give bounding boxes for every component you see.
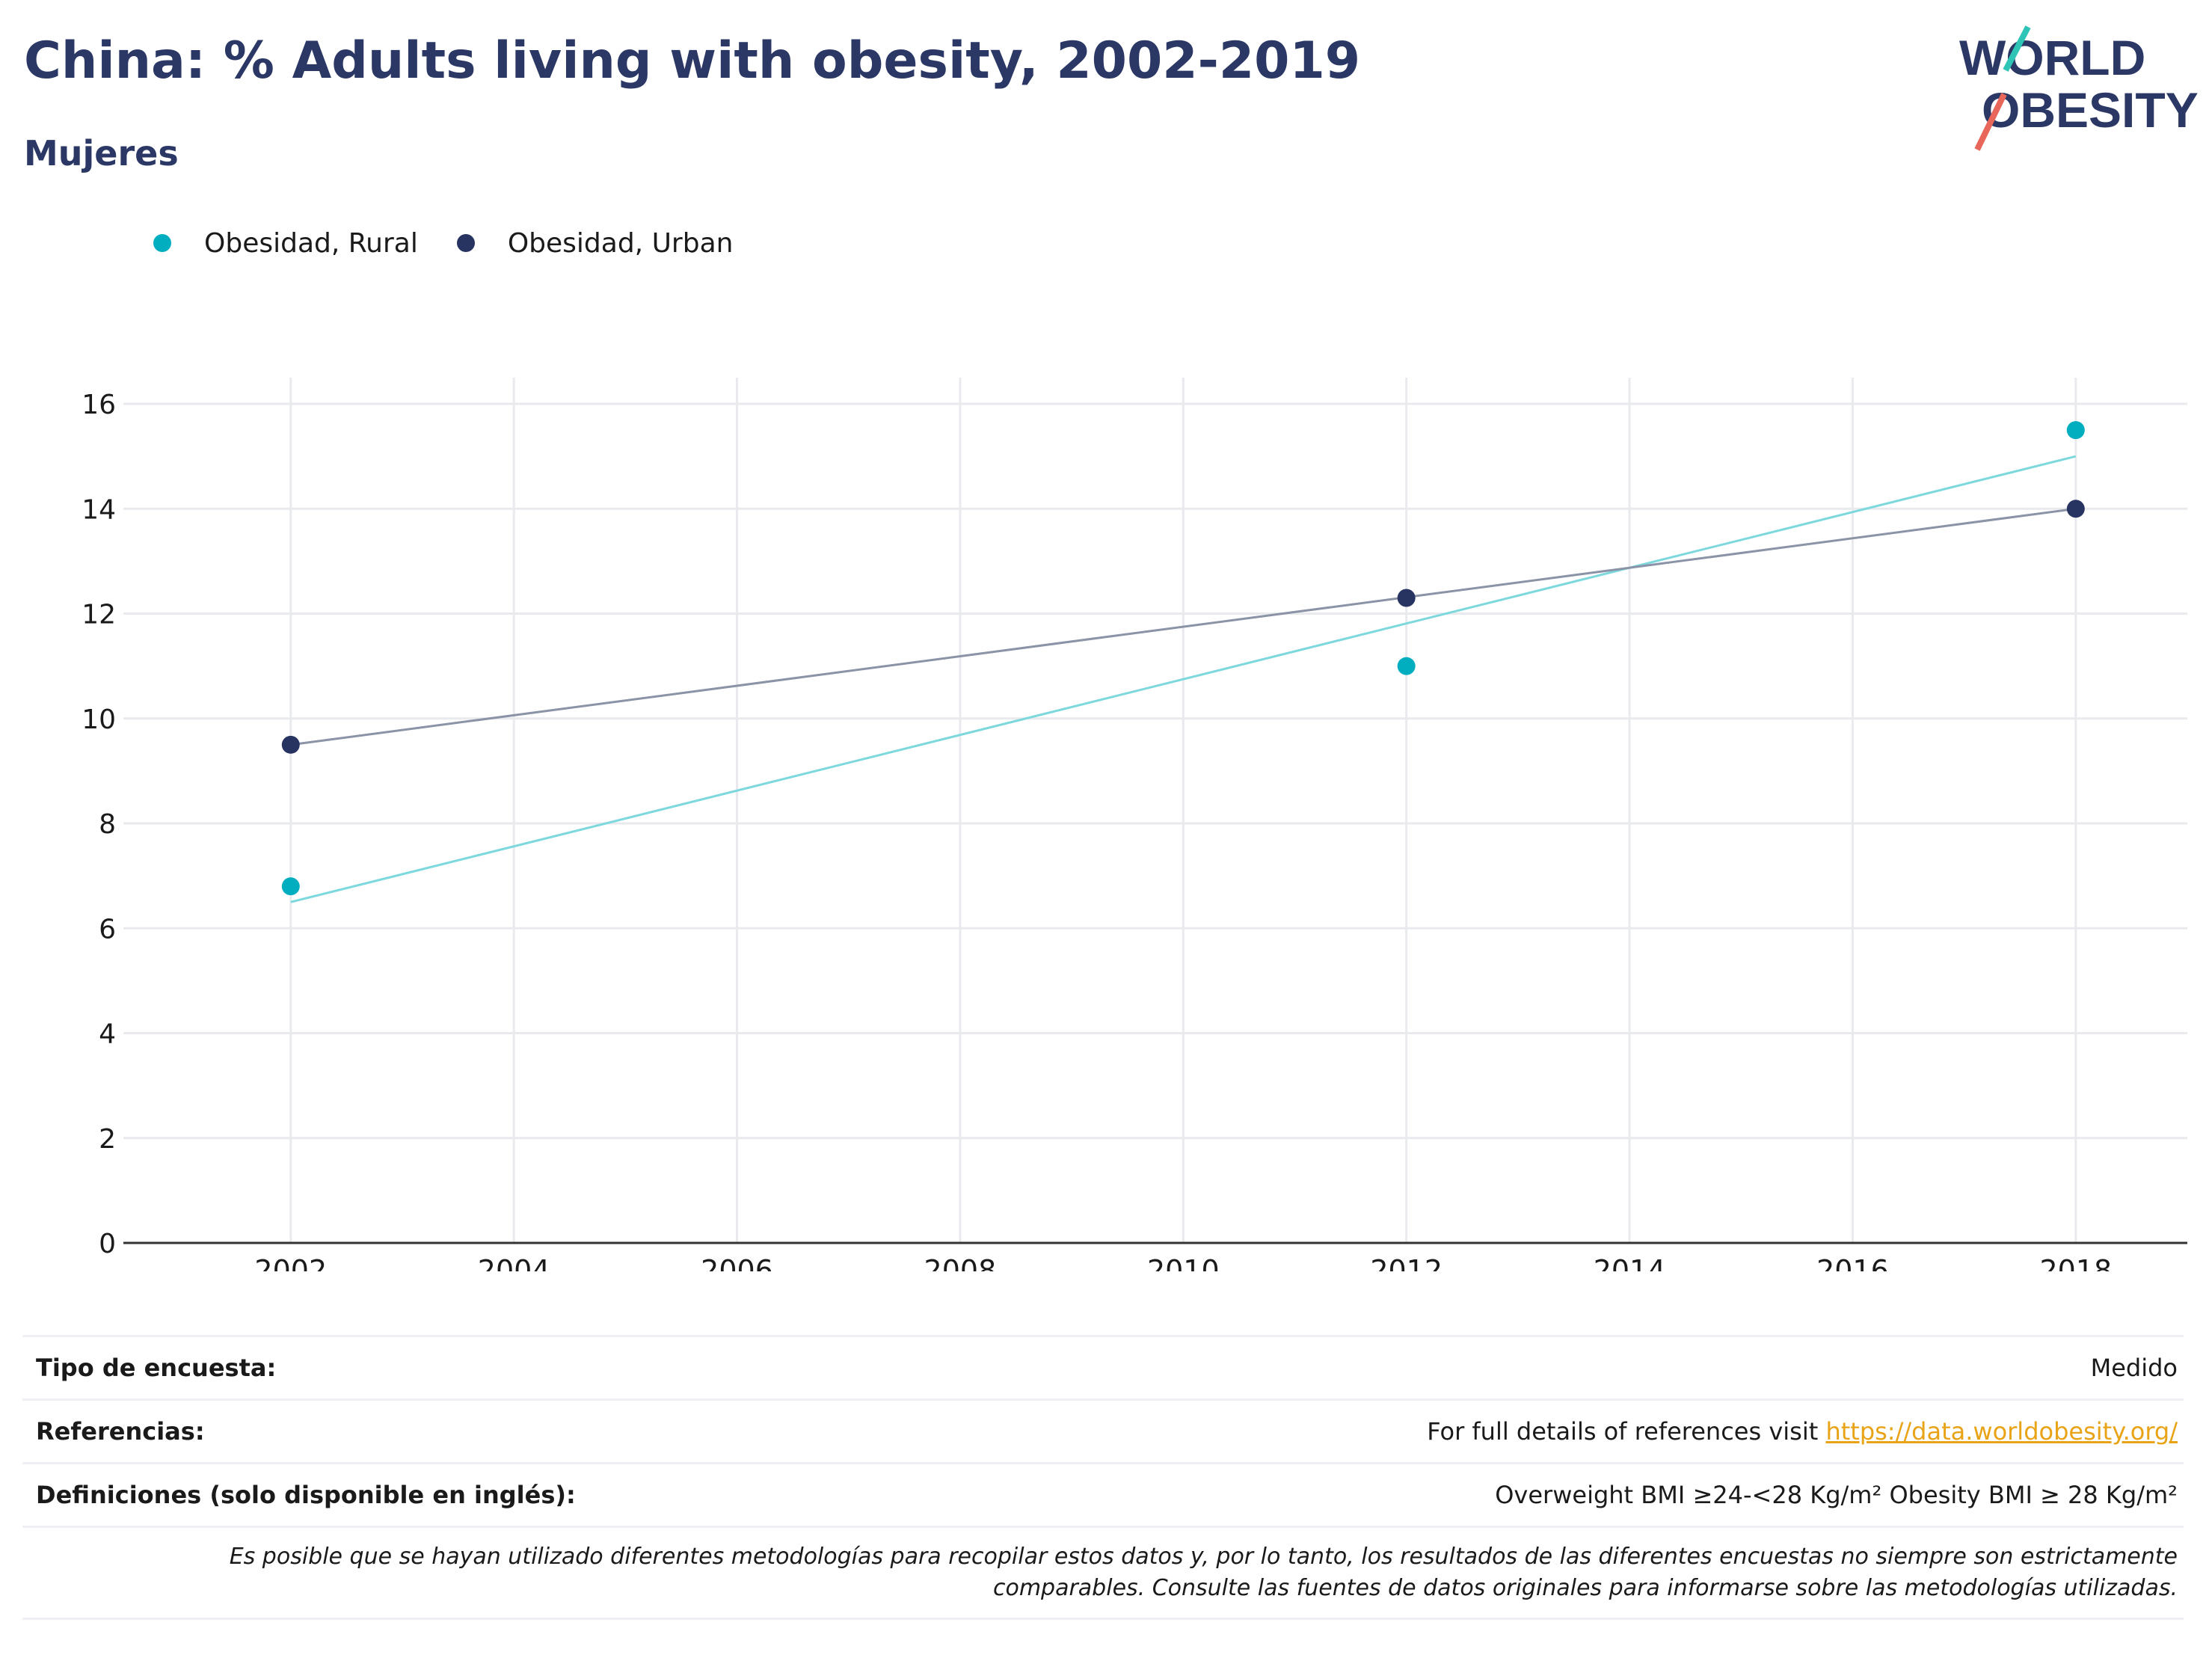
y-tick-label: 8 xyxy=(99,809,116,840)
survey-type-value: Medido xyxy=(2090,1354,2178,1382)
info-row-definitions: Definiciones (solo disponible en inglés)… xyxy=(22,1462,2184,1526)
x-tick-label: 2016 xyxy=(1816,1254,1889,1271)
references-text: For full details of references visit xyxy=(1427,1417,1826,1446)
references-link[interactable]: https://data.worldobesity.org/ xyxy=(1825,1417,2178,1446)
references-value: For full details of references visit htt… xyxy=(1427,1417,2184,1446)
info-row-survey: Tipo de encuesta: Medido xyxy=(22,1335,2184,1398)
legend-marker-rural xyxy=(153,234,171,252)
x-tick-label: 2002 xyxy=(254,1254,327,1271)
x-tick-label: 2012 xyxy=(1370,1254,1443,1271)
legend-marker-urban xyxy=(456,234,475,252)
info-row-references: Referencias: For full details of referen… xyxy=(22,1398,2184,1462)
methodology-note: Es posible que se hayan utilizado difere… xyxy=(22,1526,2184,1620)
references-label: Referencias: xyxy=(36,1417,205,1446)
obesity-chart: 2002 2004 2006 2008 2010 2012 2014 2016 2018 0 2 4 6… xyxy=(82,378,2187,1271)
info-table: Tipo de encuesta: Medido Referencias: Fo… xyxy=(22,1335,2184,1620)
logo-text-obesity: OBESITY xyxy=(1982,82,2199,138)
trend-line-urban xyxy=(290,507,2077,746)
legend-label-urban: Obesidad, Urban xyxy=(507,227,734,259)
y-tick-label: 12 xyxy=(82,600,116,630)
methodology-note-line-2: comparables. Consulte las fuentes de dat… xyxy=(992,1575,2178,1601)
y-tick-label: 14 xyxy=(82,494,116,525)
x-tick-label: 2004 xyxy=(478,1254,550,1271)
data-point-rural xyxy=(281,877,300,896)
data-point-rural xyxy=(2066,421,2085,440)
y-tick-label: 4 xyxy=(99,1019,116,1050)
legend-label-rural: Obesidad, Rural xyxy=(204,227,418,259)
data-point-rural xyxy=(1397,657,1416,675)
survey-type-label: Tipo de encuesta: xyxy=(36,1354,277,1382)
x-tick-label: 2006 xyxy=(701,1254,773,1271)
logo-text-world: WORLD xyxy=(1959,30,2145,85)
data-point-urban xyxy=(1397,589,1416,607)
chart-legend: Obesidad, Rural Obesidad, Urban xyxy=(153,224,772,262)
definitions-label: Definiciones (solo disponible en inglés)… xyxy=(36,1481,576,1509)
legend-item-urban[interactable]: Obesidad, Urban xyxy=(456,227,734,259)
logo-coral-slash xyxy=(1974,93,2007,151)
x-tick-label: 2010 xyxy=(1147,1254,1220,1271)
y-tick-label: 16 xyxy=(82,390,116,420)
x-tick-label: 2008 xyxy=(924,1254,997,1271)
page-title: China: % Adults living with obesity, 200… xyxy=(24,31,1361,90)
y-tick-label: 0 xyxy=(99,1229,116,1259)
methodology-note-line-1: Es posible que se hayan utilizado difere… xyxy=(229,1544,2178,1570)
world-obesity-logo: WORLD OBESITY xyxy=(1959,25,2199,151)
y-tick-label: 6 xyxy=(99,914,116,945)
page-subtitle: Mujeres xyxy=(24,133,179,174)
x-tick-label: 2018 xyxy=(2039,1254,2112,1271)
y-tick-label: 2 xyxy=(99,1124,116,1155)
data-point-urban xyxy=(2066,500,2085,518)
trend-line-rural xyxy=(290,455,2077,903)
definitions-value: Overweight BMI ≥24-<28 Kg/m² Obesity BMI… xyxy=(1495,1481,2178,1509)
data-point-urban xyxy=(281,735,300,754)
x-tick-label: 2014 xyxy=(1594,1254,1666,1271)
y-tick-label: 10 xyxy=(82,704,116,735)
legend-item-rural[interactable]: Obesidad, Rural xyxy=(153,228,418,259)
logo-teal-slash xyxy=(2003,25,2031,72)
